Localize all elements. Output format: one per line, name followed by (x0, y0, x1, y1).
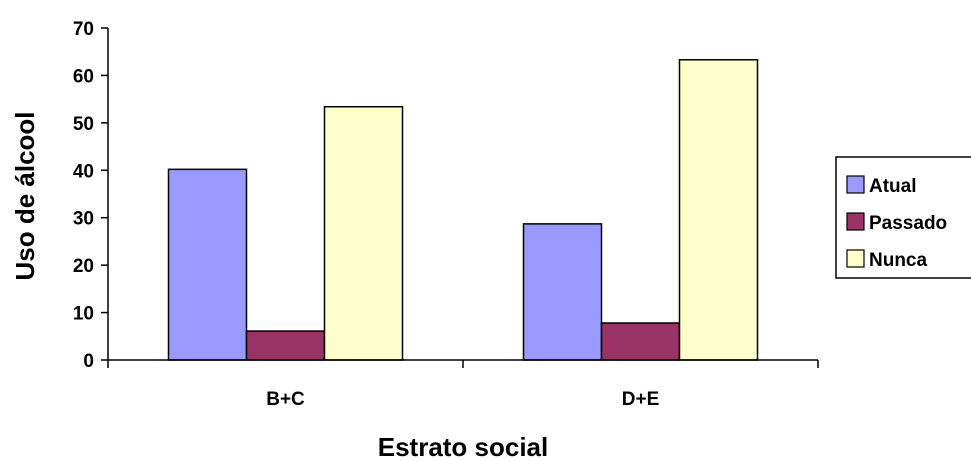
legend-swatch (846, 249, 865, 268)
bar-atual-d-e (522, 223, 603, 361)
legend-label: Atual (869, 176, 917, 197)
x-tick-label: B+C (266, 389, 305, 410)
y-tick-label: 70 (73, 19, 94, 40)
y-tick-label: 40 (73, 161, 94, 182)
x-tick-label: D+E (622, 389, 660, 410)
y-tick-label: 20 (73, 256, 94, 277)
legend-swatch (846, 175, 865, 194)
y-tick-label: 30 (73, 209, 94, 230)
bars-group (167, 59, 759, 361)
legend-label: Nunca (869, 250, 928, 271)
bar-passado-b-c (245, 330, 326, 361)
legend-label: Passado (869, 213, 947, 234)
y-tick-label: 0 (83, 351, 94, 372)
bar-nunca-b-c (323, 105, 404, 361)
y-tick-label: 60 (73, 66, 94, 87)
y-axis-title: Uso de álcool (10, 111, 40, 280)
y-tick-label: 50 (73, 114, 94, 135)
x-axis-title: Estrato social (378, 432, 549, 461)
x-ticks-group: B+C D+E (107, 360, 819, 410)
bar-atual-b-c (167, 168, 248, 361)
y-tick-label: 10 (73, 304, 94, 325)
bar-nunca-d-e (678, 59, 759, 361)
legend-swatch (846, 212, 865, 231)
legend: Atual Passado Nunca (835, 156, 971, 279)
y-ticks-group: 0 10 20 30 40 50 60 70 (73, 19, 108, 372)
bar-passado-d-e (600, 322, 681, 361)
